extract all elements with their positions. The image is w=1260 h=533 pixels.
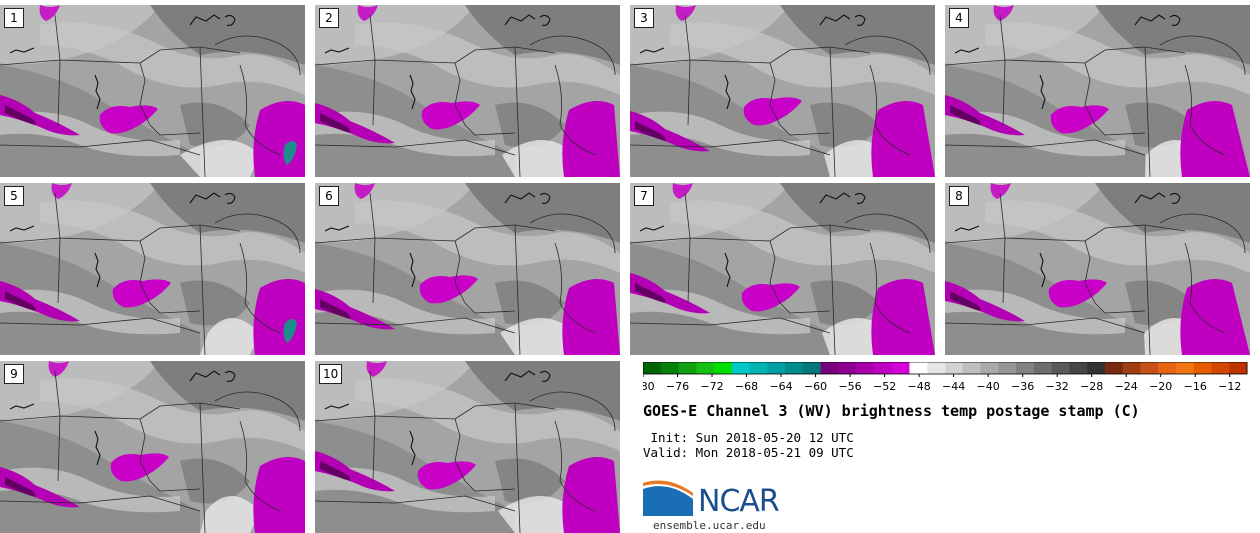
colorbar-segment <box>1229 362 1248 374</box>
colorbar-tick-label: −20 <box>1149 380 1172 393</box>
panel-number-label: 5 <box>4 186 24 206</box>
postage-stamp-panel-9: 9 <box>0 361 305 533</box>
colorbar-segment <box>980 362 999 374</box>
postage-stamp-panel-8: 8 <box>945 183 1250 355</box>
postage-stamp-panel-6: 6 <box>315 183 620 355</box>
postage-stamp-panel-3: 3 <box>630 5 935 177</box>
colorbar-segment <box>1087 362 1106 374</box>
colorbar-segment <box>678 362 697 374</box>
logo-swoosh-blue <box>643 486 693 516</box>
panel-number-label: 3 <box>634 8 654 28</box>
colorbar-segment <box>1175 362 1195 374</box>
colorbar-segment <box>1122 362 1141 374</box>
colorbar-segment <box>891 362 910 374</box>
colorbar-segment <box>1069 362 1088 374</box>
wv-map-6 <box>315 183 620 355</box>
colorbar-segment <box>1158 362 1177 374</box>
wv-map-1 <box>0 5 305 177</box>
postage-stamp-panel-1: 1 <box>0 5 305 177</box>
panel-number-label: 9 <box>4 364 24 384</box>
colorbar-segment <box>1016 362 1035 374</box>
postage-stamp-panel-4: 4 <box>945 5 1250 177</box>
colorbar-segment <box>873 362 893 374</box>
colorbar-tick-label: −64 <box>769 380 792 393</box>
colorbar: −80−76−72−68−64−60−56−52−48−44−40−36−32−… <box>643 362 1248 393</box>
figure-title: GOES-E Channel 3 (WV) brightness temp po… <box>643 402 1140 420</box>
logo-text: NCAR <box>698 484 780 519</box>
colorbar-tick-label: −44 <box>942 380 965 393</box>
colorbar-segment <box>1104 362 1124 374</box>
colorbar-segment <box>1211 362 1230 374</box>
colorbar-segment <box>749 362 768 374</box>
postage-stamp-panel-5: 5 <box>0 183 305 355</box>
colorbar-segment <box>731 362 751 374</box>
colorbar-segment <box>643 362 662 374</box>
wv-map-3 <box>630 5 935 177</box>
colorbar-tick-label: −80 <box>643 380 655 393</box>
colorbar-segment <box>696 362 715 374</box>
colorbar-segment <box>1051 362 1070 374</box>
wv-map-9 <box>0 361 305 533</box>
ncar-logo <box>643 480 693 516</box>
wv-map-4 <box>945 5 1250 177</box>
colorbar-tick-label: −48 <box>908 380 931 393</box>
wv-map-2 <box>315 5 620 177</box>
panel-number-label: 8 <box>949 186 969 206</box>
colorbar-tick-label: −24 <box>1115 380 1138 393</box>
colorbar-segment <box>767 362 786 374</box>
colorbar-segment <box>802 362 822 374</box>
colorbar-segment <box>714 362 733 374</box>
colorbar-segment <box>945 362 964 374</box>
colorbar-border <box>643 362 1248 375</box>
colorbar-segment <box>1193 362 1212 374</box>
colorbar-tick-label: −36 <box>1011 380 1034 393</box>
panel-number-label: 4 <box>949 8 969 28</box>
colorbar-segment <box>820 362 839 374</box>
init-time: Init: Sun 2018-05-20 12 UTC <box>643 430 854 445</box>
postage-stamp-panel-7: 7 <box>630 183 935 355</box>
colorbar-tick-label: −52 <box>873 380 896 393</box>
colorbar-segment <box>838 362 857 374</box>
logo-swoosh-orange <box>643 480 693 496</box>
colorbar-segment <box>962 362 982 374</box>
postage-stamp-panel-10: 10 <box>315 361 620 533</box>
colorbar-segment <box>998 362 1017 374</box>
wv-map-8 <box>945 183 1250 355</box>
colorbar-tick-label: −68 <box>735 380 758 393</box>
colorbar-tick-label: −60 <box>804 380 827 393</box>
colorbar-segment <box>909 362 928 374</box>
colorbar-tick-label: −16 <box>1184 380 1207 393</box>
colorbar-tick-label: −40 <box>977 380 1000 393</box>
wv-map-5 <box>0 183 305 355</box>
colorbar-segment <box>1033 362 1053 374</box>
panel-number-label: 2 <box>319 8 339 28</box>
panel-number-label: 10 <box>319 364 343 384</box>
postage-stamp-panel-2: 2 <box>315 5 620 177</box>
colorbar-segment <box>856 362 875 374</box>
colorbar-tick-label: −72 <box>700 380 723 393</box>
panel-number-label: 6 <box>319 186 339 206</box>
wv-map-10 <box>315 361 620 533</box>
colorbar-segment <box>660 362 680 374</box>
site-url: ensemble.ucar.edu <box>653 519 766 532</box>
wv-map-7 <box>630 183 935 355</box>
colorbar-segment <box>927 362 946 374</box>
colorbar-tick-label: −32 <box>1046 380 1069 393</box>
panel-number-label: 7 <box>634 186 654 206</box>
colorbar-tick-label: −56 <box>838 380 861 393</box>
colorbar-tick-label: −12 <box>1218 380 1241 393</box>
colorbar-segment <box>785 362 804 374</box>
colorbar-segment <box>1140 362 1159 374</box>
colorbar-tick-label: −76 <box>666 380 689 393</box>
valid-time: Valid: Mon 2018-05-21 09 UTC <box>643 445 854 460</box>
colorbar-tick-label: −28 <box>1080 380 1103 393</box>
panel-number-label: 1 <box>4 8 24 28</box>
